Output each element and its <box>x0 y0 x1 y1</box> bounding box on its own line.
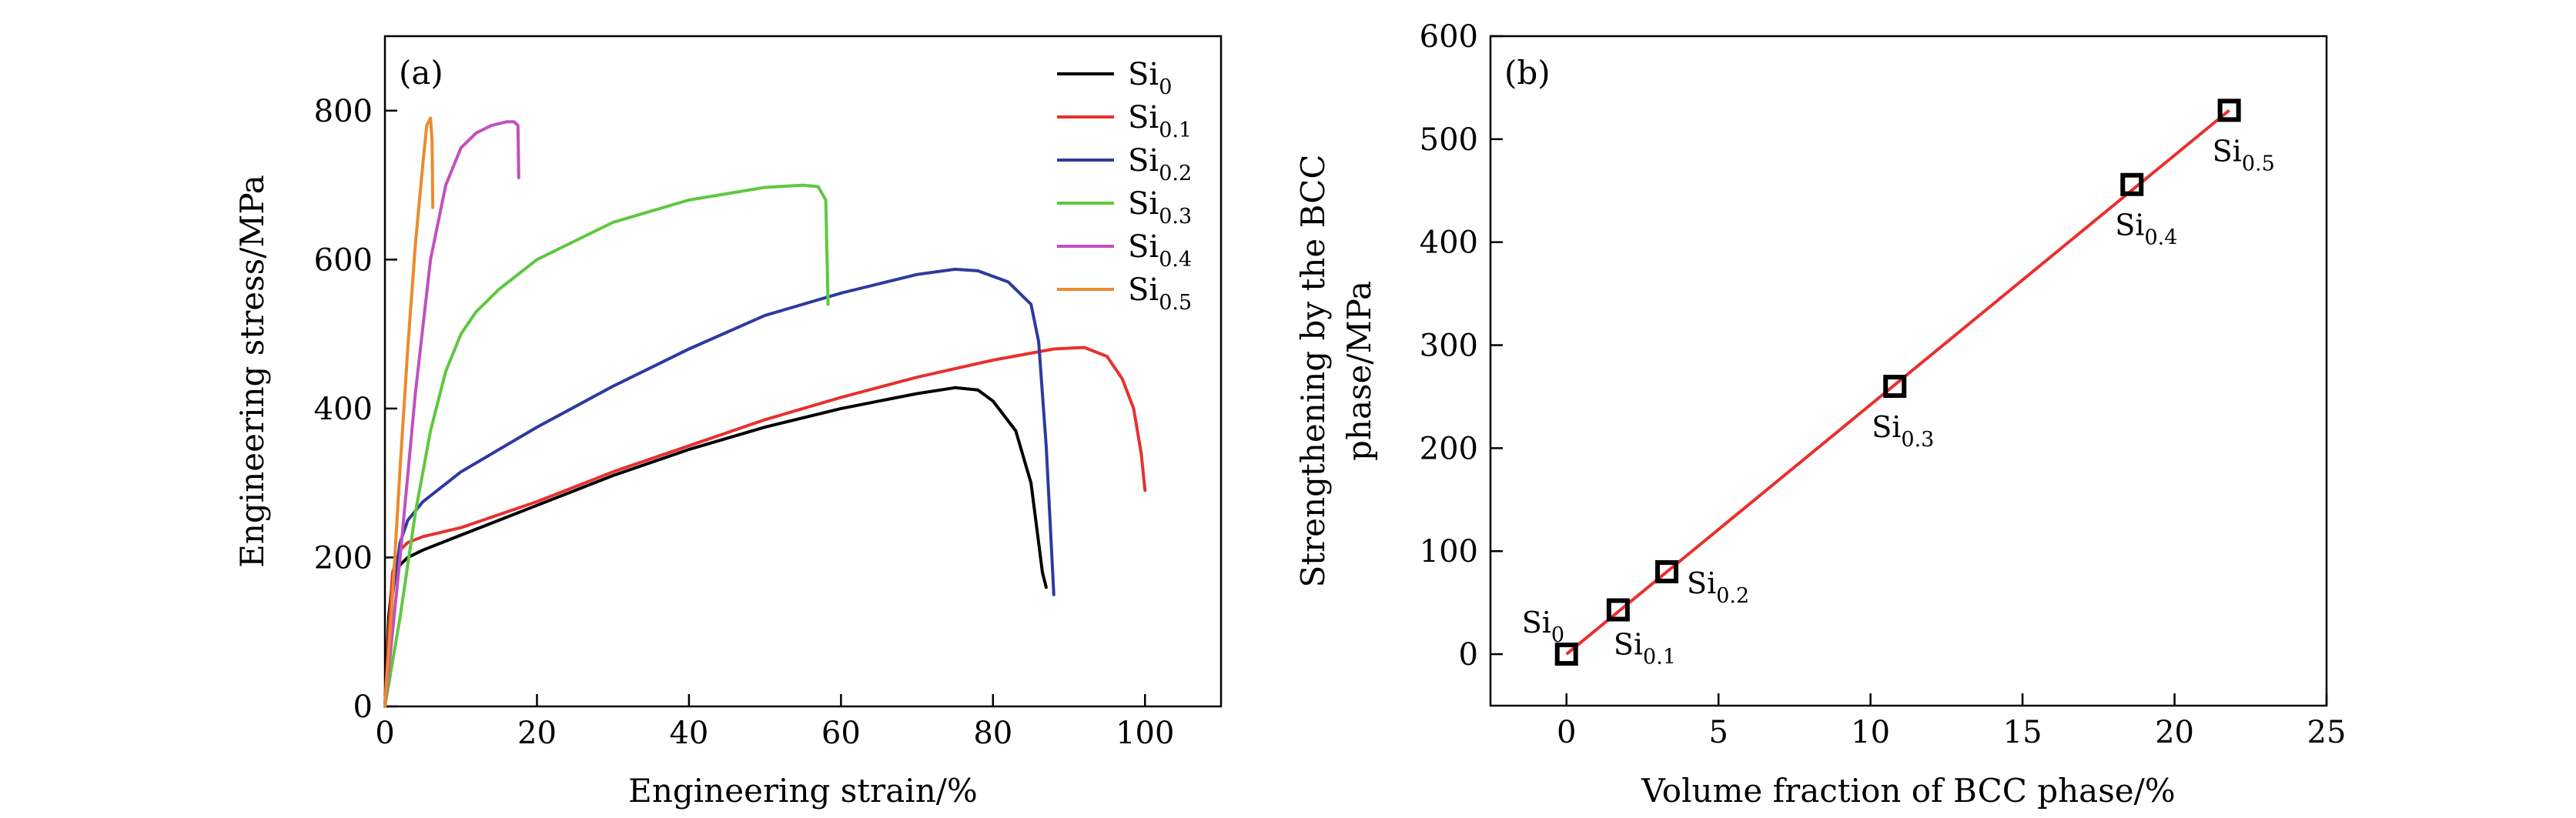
point-label-si03-base: Si <box>1872 410 1901 444</box>
data-point-si04 <box>2120 172 2144 196</box>
legend-label-si02: Si0.2 <box>1128 143 1192 185</box>
point-label-si04-sub: 0.4 <box>2144 226 2177 250</box>
y-axis-label-b-line2: phase/MPa <box>1340 281 1378 461</box>
y-tick-label-b: 0 <box>1459 637 1478 673</box>
point-label-si0-base: Si <box>1522 606 1551 639</box>
point-label-si03: Si0.3 <box>1872 410 1934 452</box>
x-tick-label-a: 60 <box>821 716 861 751</box>
legend-label-si01-base: Si <box>1128 100 1159 135</box>
legend-label-si04-base: Si <box>1128 229 1159 265</box>
point-label-si01-base: Si <box>1614 628 1643 662</box>
point-label-si05-sub: 0.5 <box>2242 152 2275 175</box>
legend-label-si04: Si0.4 <box>1128 229 1192 272</box>
legend-label-si01: Si0.1 <box>1128 100 1192 142</box>
data-point-si02 <box>1655 560 1679 583</box>
y-tick-label-b: 200 <box>1420 431 1478 466</box>
y-tick-label-b: 600 <box>1420 19 1478 55</box>
point-label-si0-sub: 0 <box>1551 623 1564 647</box>
x-axis-label-a: Engineering strain/% <box>628 772 978 810</box>
data-point-si05 <box>2217 98 2241 122</box>
x-tick-label-a: 80 <box>973 716 1012 751</box>
plot-frame-a <box>383 35 1223 708</box>
x-tick-label-a: 100 <box>1116 716 1174 751</box>
point-label-si04-base: Si <box>2115 209 2144 242</box>
y-tick-label-a: 400 <box>314 392 373 427</box>
x-tick-label-b: 10 <box>1851 715 1890 750</box>
point-label-si05: Si0.5 <box>2213 134 2275 175</box>
panel-a-strain-stress-chart: 0 20 40 60 80 100 0 200 400 600 800 Engineering str… <box>233 35 1223 810</box>
x-tick-label-b: 20 <box>2155 715 2194 750</box>
data-point-si01 <box>1606 598 1630 622</box>
legend-label-si01-sub: 0.1 <box>1159 119 1192 142</box>
point-label-si01-sub: 0.1 <box>1643 646 1676 669</box>
x-tick-label-b: 0 <box>1557 715 1576 750</box>
series-line-si03 <box>383 183 830 708</box>
data-point-si0 <box>1554 643 1578 666</box>
panel-b-bcc-strengthening-chart: 0 5 10 15 20 25 0 100 200 300 400 500 600 Volume frac… <box>1294 19 2346 810</box>
y-tick-label-b: 100 <box>1420 534 1478 569</box>
point-label-si01: Si0.1 <box>1614 628 1676 669</box>
legend-label-si03: Si0.3 <box>1128 186 1192 229</box>
legend-label-si03-sub: 0.3 <box>1159 205 1192 229</box>
y-tick-label-a: 800 <box>314 94 373 129</box>
plot-frame-b <box>1489 35 2328 707</box>
legend-label-si05-base: Si <box>1128 272 1159 308</box>
y-tick-label-b: 300 <box>1420 329 1478 364</box>
point-label-si03-sub: 0.3 <box>1901 428 1934 452</box>
legend-label-si05-sub: 0.5 <box>1159 291 1192 315</box>
y-tick-label-a: 200 <box>314 540 373 576</box>
point-label-si05-base: Si <box>2213 134 2242 168</box>
x-tick-label-b: 25 <box>2307 715 2347 750</box>
series-line-si04 <box>383 120 520 708</box>
point-label-si04: Si0.4 <box>2115 209 2177 250</box>
legend-label-si03-base: Si <box>1128 186 1159 222</box>
y-axis-label-a: Engineering stress/MPa <box>233 175 271 568</box>
legend-label-si04-sub: 0.4 <box>1159 248 1192 272</box>
series-line-si0 <box>383 386 1048 708</box>
series-line-si02 <box>383 267 1055 708</box>
legend-label-si0: Si0 <box>1128 57 1172 99</box>
x-tick-label-a: 20 <box>517 716 557 751</box>
x-tick-label-b: 5 <box>1708 715 1728 750</box>
y-tick-label-b: 400 <box>1420 225 1478 261</box>
y-tick-label-a: 600 <box>314 242 373 278</box>
data-point-si03 <box>1883 375 1907 399</box>
point-label-si02: Si0.2 <box>1687 566 1749 608</box>
series-line-si05 <box>383 116 435 708</box>
legend-label-si02-base: Si <box>1128 143 1159 179</box>
legend-label-si0-sub: 0 <box>1159 75 1172 99</box>
panel-label-b: (b) <box>1504 54 1551 92</box>
y-axis-label-b-line1: Strengthening by the BCC <box>1294 154 1332 587</box>
y-tick-label-a: 0 <box>353 689 373 725</box>
point-label-si0: Si0 <box>1522 606 1564 647</box>
x-tick-label-a: 0 <box>375 716 394 751</box>
legend-label-si0-base: Si <box>1128 57 1159 92</box>
series-line-si01 <box>383 346 1147 708</box>
legend-label-si02-sub: 0.2 <box>1159 162 1192 185</box>
point-label-si02-base: Si <box>1687 566 1716 600</box>
y-tick-label-b: 500 <box>1420 122 1478 158</box>
panel-label-a: (a) <box>399 54 443 92</box>
legend-label-si05: Si0.5 <box>1128 272 1192 315</box>
point-label-si02-sub: 0.2 <box>1716 584 1749 608</box>
x-axis-label-b: Volume fraction of BCC phase/% <box>1641 772 2175 810</box>
x-tick-label-a: 40 <box>669 716 708 751</box>
x-tick-label-b: 15 <box>2003 715 2042 750</box>
